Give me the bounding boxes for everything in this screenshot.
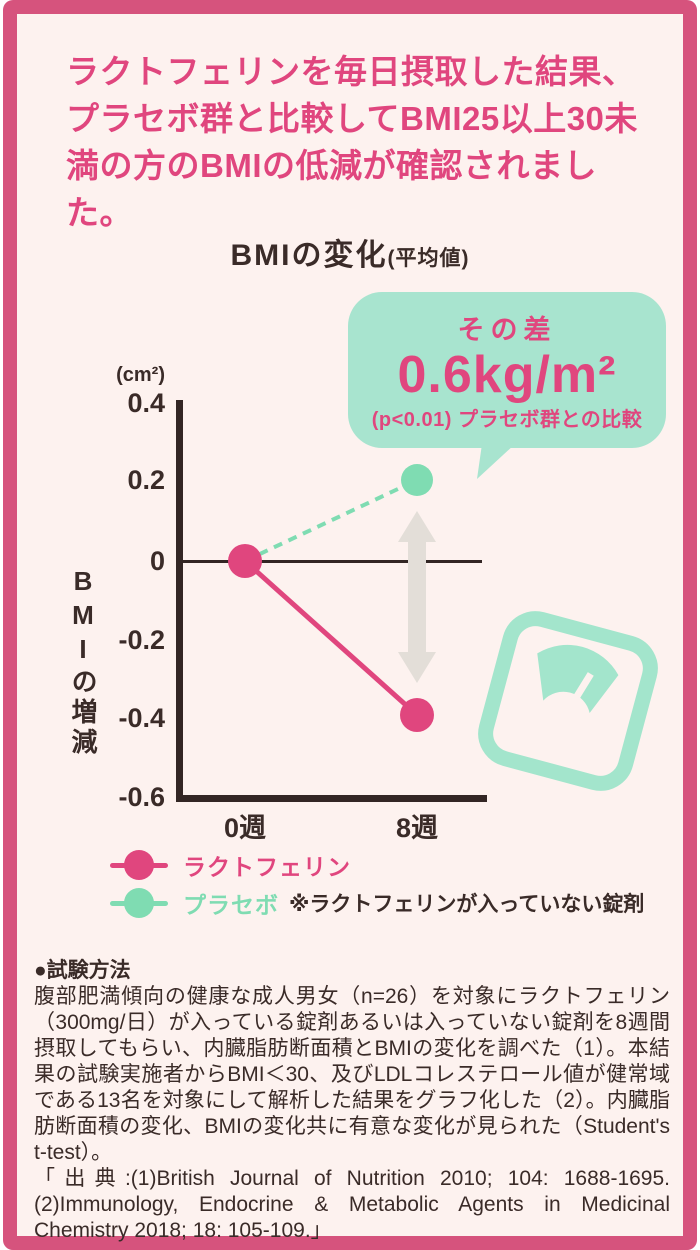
y-tick--0.2: -0.2 bbox=[118, 625, 165, 655]
y-axis-title: BMIの増減 bbox=[68, 566, 98, 758]
y-axis-unit: (cm²) bbox=[116, 364, 165, 386]
placebo-line bbox=[244, 478, 418, 563]
bubble-tail bbox=[477, 444, 515, 479]
methods-heading: ●試験方法 bbox=[34, 959, 131, 982]
x-axis-line bbox=[176, 795, 487, 802]
y-tick-0.4: 0.4 bbox=[127, 388, 165, 418]
placebo-point-week8 bbox=[401, 464, 433, 496]
callout-detail: (p<0.01) プラセボ群との比較 bbox=[371, 409, 643, 431]
lactoferrin-point-week8 bbox=[400, 698, 434, 732]
x-tick-week8: 8週 bbox=[395, 813, 439, 843]
chart-title-note: (平均値) bbox=[387, 247, 470, 270]
legend-row-lactoferrin: ラクトフェリン bbox=[110, 848, 351, 882]
lactoferrin-line bbox=[243, 559, 419, 717]
citation: 「出典:(1)British Journal of Nutrition 2010… bbox=[34, 1167, 670, 1242]
chart-title: BMIの変化(平均値) bbox=[0, 230, 700, 274]
scale-icon bbox=[478, 611, 658, 791]
baseline-point-week0 bbox=[228, 544, 262, 578]
difference-arrow bbox=[398, 511, 436, 683]
placebo-marker-icon bbox=[110, 886, 168, 920]
legend-note-placebo: ※ラクトフェリンが入っていない錠剤 bbox=[289, 893, 645, 916]
difference-callout: その差 0.6kg/m² (p<0.01) プラセボ群との比較 bbox=[348, 292, 666, 448]
legend-label-lactoferrin: ラクトフェリン bbox=[183, 854, 351, 880]
zero-baseline bbox=[183, 560, 482, 563]
methods-body: 腹部肥満傾向の健康な成人男女（n=26）を対象にラクトフェリン（300mg/日）… bbox=[34, 985, 670, 1164]
y-axis-line bbox=[176, 400, 183, 802]
y-tick-0: 0 bbox=[149, 546, 165, 576]
callout-value: 0.6kg/m² bbox=[397, 346, 617, 404]
legend-label-placebo: プラセボ bbox=[183, 892, 279, 918]
headline: ラクトフェリンを毎日摂取した結果、 プラセボ群と比較してBMI25以上30未 満… bbox=[66, 53, 638, 231]
chart-title-main: BMIの変化 bbox=[230, 239, 388, 272]
y-tick--0.4: -0.4 bbox=[118, 703, 165, 733]
x-tick-week0: 0週 bbox=[223, 813, 267, 843]
y-tick--0.6: -0.6 bbox=[118, 782, 165, 812]
lactoferrin-marker-icon bbox=[110, 848, 168, 882]
legend-row-placebo: プラセボ ※ラクトフェリンが入っていない錠剤 bbox=[110, 886, 644, 920]
footnotes: ●試験方法 腹部肥満傾向の健康な成人男女（n=26）を対象にラクトフェリン（30… bbox=[34, 958, 670, 1244]
y-tick-0.2: 0.2 bbox=[127, 465, 165, 495]
callout-heading: その差 bbox=[457, 315, 557, 345]
